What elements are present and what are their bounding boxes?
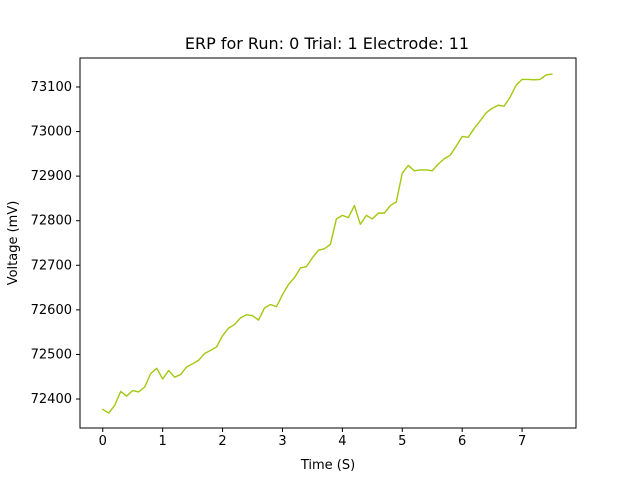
y-tick-label: 72700	[31, 258, 72, 273]
x-tick-label: 1	[159, 434, 167, 449]
y-tick-label: 73000	[31, 125, 72, 140]
series-line	[102, 73, 553, 414]
y-tick-label: 72500	[31, 347, 72, 362]
y-axis-label: Voltage (mV)	[6, 201, 21, 286]
x-tick-label: 4	[338, 434, 346, 449]
x-tick-label: 7	[518, 434, 526, 449]
y-tick-label: 73100	[31, 80, 72, 95]
y-tick-label: 72600	[31, 303, 72, 318]
y-tick-label: 72800	[31, 214, 72, 229]
plot-frame	[79, 57, 577, 429]
y-tick-label: 72400	[31, 392, 72, 407]
x-axis-ticks: 0 1 2 3 4 5 6 7	[99, 428, 526, 449]
chart-title: ERP for Run: 0 Trial: 1 Electrode: 11	[185, 34, 469, 53]
x-axis-label: Time (S)	[300, 458, 355, 473]
x-tick-label: 6	[458, 434, 466, 449]
x-tick-label: 0	[99, 434, 107, 449]
x-tick-label: 5	[398, 434, 406, 449]
x-tick-label: 2	[218, 434, 226, 449]
x-tick-label: 3	[278, 434, 286, 449]
y-tick-label: 72900	[31, 169, 72, 184]
y-axis-ticks: 72400 72500 72600 72700 72800 72900 73000 73100	[31, 80, 80, 407]
